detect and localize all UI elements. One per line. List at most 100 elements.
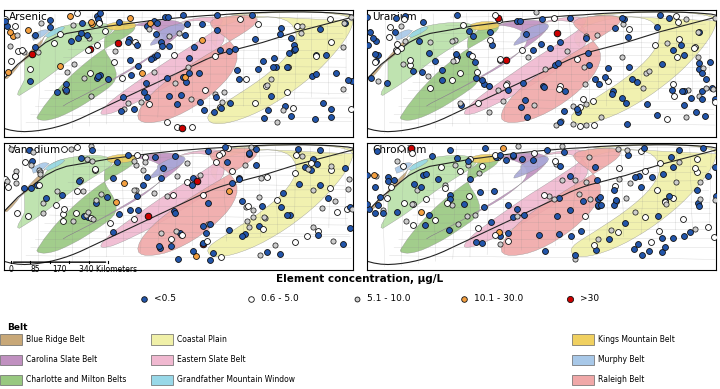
Point — [667, 47, 679, 53]
Point — [494, 56, 505, 63]
Point — [27, 149, 39, 155]
Point — [423, 50, 435, 56]
Point — [338, 240, 349, 247]
Text: Chromium: Chromium — [372, 144, 427, 154]
Point — [117, 94, 129, 100]
Point — [248, 36, 260, 42]
Point — [222, 144, 234, 151]
Point — [663, 15, 675, 21]
Point — [34, 169, 45, 175]
Point — [608, 202, 619, 208]
Point — [236, 198, 248, 204]
Point — [424, 85, 436, 91]
Point — [112, 40, 124, 46]
Point — [294, 180, 305, 187]
Point — [569, 252, 580, 258]
Point — [471, 75, 482, 81]
Point — [657, 170, 668, 177]
Point — [24, 66, 36, 72]
Point — [5, 146, 17, 152]
Polygon shape — [400, 24, 498, 120]
Polygon shape — [107, 21, 135, 30]
Text: Charlotte and Milton Belts: Charlotte and Milton Belts — [26, 375, 126, 384]
Point — [629, 246, 640, 252]
Point — [281, 212, 292, 219]
Point — [268, 55, 279, 61]
Point — [553, 231, 564, 237]
Point — [158, 165, 169, 171]
Text: Grandfather Mountain Window: Grandfather Mountain Window — [177, 375, 295, 384]
Point — [520, 30, 531, 37]
Point — [479, 204, 490, 210]
Point — [0, 18, 12, 24]
Point — [451, 155, 463, 161]
Point — [174, 30, 185, 37]
Point — [548, 196, 559, 203]
Point — [131, 152, 143, 158]
Point — [685, 95, 697, 101]
Point — [181, 159, 193, 166]
Polygon shape — [426, 153, 547, 239]
Point — [314, 147, 325, 153]
Point — [82, 47, 94, 53]
Point — [210, 94, 222, 100]
Point — [654, 160, 666, 166]
Point — [391, 41, 402, 47]
Point — [140, 80, 152, 86]
Point — [592, 236, 603, 242]
Point — [474, 189, 486, 195]
Point — [395, 145, 407, 151]
Point — [564, 15, 575, 21]
Point — [324, 16, 336, 22]
Point — [578, 63, 590, 70]
Point — [185, 96, 197, 102]
Point — [657, 235, 668, 242]
Point — [57, 191, 68, 198]
Point — [651, 187, 662, 193]
Point — [503, 87, 514, 93]
FancyBboxPatch shape — [0, 375, 22, 385]
Point — [91, 42, 103, 49]
Point — [253, 194, 265, 200]
Point — [128, 187, 140, 193]
Point — [660, 244, 671, 251]
Point — [89, 166, 100, 172]
Point — [589, 76, 600, 82]
Point — [86, 215, 97, 221]
Point — [34, 171, 45, 177]
Polygon shape — [426, 20, 547, 106]
Text: Vanadium: Vanadium — [9, 144, 61, 154]
Point — [419, 222, 431, 228]
Point — [2, 184, 14, 190]
Point — [167, 192, 179, 198]
Point — [10, 180, 22, 186]
Polygon shape — [395, 163, 413, 173]
Point — [534, 232, 545, 238]
Point — [239, 162, 251, 168]
Point — [124, 15, 135, 21]
Point — [346, 206, 357, 212]
Point — [611, 198, 622, 205]
Point — [330, 198, 341, 204]
Point — [485, 219, 497, 225]
Point — [575, 123, 586, 130]
Point — [408, 222, 419, 228]
Polygon shape — [367, 169, 408, 212]
Point — [595, 194, 606, 200]
Point — [23, 147, 35, 153]
Point — [12, 32, 23, 38]
Point — [190, 253, 202, 259]
Point — [271, 119, 282, 125]
Point — [397, 163, 408, 169]
Point — [549, 15, 560, 21]
Point — [654, 11, 666, 18]
Point — [344, 225, 356, 231]
FancyBboxPatch shape — [0, 355, 22, 364]
Point — [143, 101, 155, 107]
Point — [346, 77, 357, 84]
Point — [494, 152, 505, 158]
Point — [484, 29, 495, 35]
Point — [58, 206, 70, 212]
Point — [365, 75, 377, 81]
Point — [384, 24, 396, 30]
